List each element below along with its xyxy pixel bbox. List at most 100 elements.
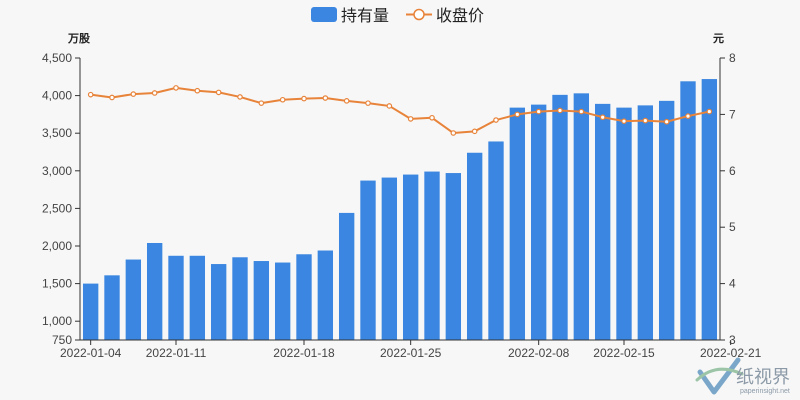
bar-holdings[interactable] (210, 264, 227, 340)
bar-holdings[interactable] (616, 107, 632, 340)
bar-holdings[interactable] (424, 171, 440, 340)
price-point[interactable] (429, 114, 435, 121)
legend-item-price[interactable]: 收盘价 (406, 6, 484, 25)
bar-holdings[interactable] (189, 255, 206, 340)
y-right-ticks: 3 4 5 6 7 8 (720, 51, 736, 347)
legend-item-holdings[interactable]: 持有量 (311, 7, 389, 25)
price-point[interactable] (343, 98, 350, 104)
y-right-tick-label: 5 (729, 220, 736, 234)
y-left-tick-label: 1,500 (42, 277, 72, 291)
price-point[interactable] (237, 94, 243, 100)
bar-holdings[interactable] (232, 257, 248, 340)
x-tick-label: 2022-01-18 (273, 346, 335, 360)
price-point[interactable] (258, 100, 265, 106)
bar-holdings[interactable] (573, 93, 590, 340)
bar-holdings[interactable] (530, 104, 547, 341)
watermark-url-text: paperinsight.net (740, 388, 790, 395)
bar-holdings[interactable] (360, 180, 376, 340)
price-point[interactable] (599, 114, 606, 121)
legend-swatch-price-dot (413, 8, 425, 21)
bar-holdings[interactable] (146, 242, 163, 340)
bar-holdings[interactable] (509, 107, 526, 340)
watermark: 纸视界 paperinsight.net (695, 357, 790, 395)
y-left-ticks: 750 1,000 1,500 2,000 2,500 3,000 3,500 4,000 4,… (42, 51, 80, 347)
legend-swatch-holdings (311, 7, 337, 22)
bar-holdings[interactable] (168, 255, 184, 340)
bar-holdings[interactable] (680, 81, 696, 340)
price-point[interactable] (685, 113, 691, 119)
y-right-tick-label: 3 (729, 333, 736, 347)
price-point[interactable] (535, 108, 542, 115)
x-tick-label: 2022-01-04 (60, 346, 122, 360)
price-point[interactable] (706, 108, 713, 115)
bar-holdings[interactable] (317, 250, 334, 340)
price-point[interactable] (130, 91, 137, 97)
price-point[interactable] (621, 118, 627, 124)
axes (79, 58, 721, 341)
bar-holdings[interactable] (82, 283, 99, 340)
bar-holdings[interactable] (125, 259, 142, 340)
price-point[interactable] (557, 107, 563, 114)
price-point[interactable] (173, 85, 179, 91)
y-right-tick-label: 6 (729, 164, 736, 178)
price-point[interactable] (87, 91, 94, 98)
bar-holdings[interactable] (594, 103, 611, 341)
x-tick-label: 2022-01-11 (146, 346, 207, 360)
bar-holdings[interactable] (488, 141, 504, 340)
bar-holdings[interactable] (637, 105, 654, 340)
y-left-tick-label: 3,000 (42, 164, 72, 178)
y-left-tick-label: 4,500 (42, 51, 72, 65)
line-series-price (87, 85, 713, 136)
x-tick-label: 2022-02-21 (700, 346, 762, 360)
price-point[interactable] (322, 95, 329, 101)
price-point[interactable] (279, 96, 286, 103)
bar-holdings[interactable] (381, 177, 398, 340)
legend[interactable]: 持有量 收盘价 (311, 6, 484, 25)
bar-holdings[interactable] (658, 100, 675, 340)
price-point[interactable] (578, 108, 585, 115)
legend-label-price: 收盘价 (436, 6, 484, 25)
bar-holdings[interactable] (701, 79, 718, 340)
y-left-tick-label: 4,000 (42, 89, 72, 103)
price-line-path (90, 86, 710, 135)
price-point[interactable] (365, 100, 371, 106)
y-left-unit-label: 万股 (67, 32, 91, 45)
price-point[interactable] (407, 116, 414, 122)
bar-holdings[interactable] (253, 261, 270, 340)
x-ticks: 2022-01-04 2022-01-11 2022-01-18 2022-01-25… (60, 340, 762, 360)
price-point[interactable] (514, 111, 521, 118)
price-point[interactable] (301, 95, 307, 102)
y-left-tick-label: 3,500 (42, 126, 72, 140)
y-left-tick-label: 1,000 (42, 314, 72, 328)
bar-holdings[interactable] (445, 173, 462, 340)
price-point[interactable] (471, 128, 478, 135)
y-left-tick-label: 2,000 (42, 239, 72, 253)
price-point[interactable] (493, 117, 499, 123)
bar-holdings[interactable] (552, 94, 568, 340)
bar-series-holdings (82, 79, 718, 341)
bar-holdings[interactable] (466, 152, 483, 340)
bar-holdings[interactable] (104, 275, 120, 340)
y-left-tick-label: 2,500 (42, 201, 72, 215)
y-left-tick-label: 750 (52, 333, 72, 347)
bar-holdings[interactable] (274, 262, 291, 340)
price-point[interactable] (151, 90, 158, 96)
y-right-unit-label: 元 (713, 32, 724, 45)
price-point[interactable] (109, 94, 115, 101)
price-point[interactable] (194, 87, 201, 94)
price-point[interactable] (386, 103, 393, 109)
watermark-logo-icon (695, 357, 744, 395)
y-right-tick-label: 7 (729, 107, 736, 121)
bar-holdings[interactable] (338, 212, 355, 340)
x-tick-label: 2022-02-15 (593, 346, 655, 360)
y-right-tick-label: 4 (729, 277, 736, 291)
price-point[interactable] (450, 130, 457, 136)
price-point[interactable] (215, 89, 222, 96)
bar-holdings[interactable] (402, 174, 419, 340)
price-point[interactable] (642, 117, 649, 124)
y-right-tick-label: 8 (729, 51, 736, 65)
bar-holdings[interactable] (296, 254, 312, 340)
price-point[interactable] (663, 118, 670, 125)
